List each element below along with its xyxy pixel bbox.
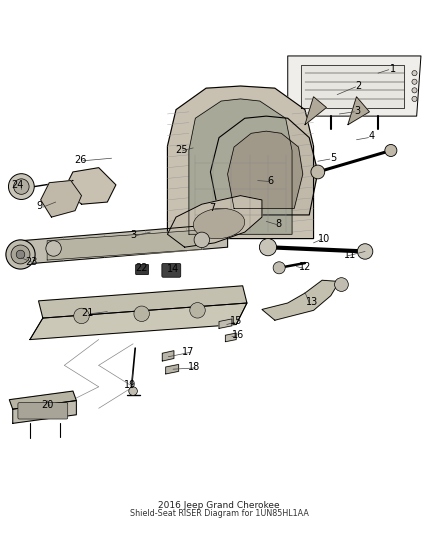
Circle shape [412, 70, 417, 76]
Polygon shape [288, 56, 421, 120]
Ellipse shape [193, 208, 245, 239]
Circle shape [16, 250, 25, 259]
Text: 14: 14 [166, 264, 179, 274]
FancyBboxPatch shape [162, 263, 181, 277]
Circle shape [8, 174, 34, 199]
Polygon shape [9, 391, 76, 409]
Circle shape [273, 262, 285, 274]
Text: 24: 24 [11, 180, 23, 190]
Text: 7: 7 [209, 204, 215, 214]
Text: Shield-Seat RISER Diagram for 1UN85HL1AA: Shield-Seat RISER Diagram for 1UN85HL1AA [130, 509, 308, 518]
Text: 26: 26 [74, 155, 86, 165]
Circle shape [385, 144, 397, 157]
Polygon shape [39, 286, 247, 318]
Text: 23: 23 [25, 257, 38, 267]
Polygon shape [167, 86, 314, 239]
Text: 25: 25 [175, 144, 187, 155]
Polygon shape [348, 97, 369, 125]
Text: 18: 18 [188, 362, 200, 372]
Circle shape [6, 240, 35, 269]
Text: 22: 22 [135, 263, 148, 273]
Text: 3: 3 [355, 106, 361, 116]
Text: 2: 2 [356, 81, 362, 91]
Polygon shape [41, 181, 81, 217]
FancyBboxPatch shape [136, 264, 148, 274]
Text: 4: 4 [369, 131, 375, 141]
Text: 19: 19 [124, 379, 136, 390]
Circle shape [129, 387, 138, 395]
Polygon shape [228, 131, 303, 208]
Text: 10: 10 [318, 233, 330, 244]
Text: 6: 6 [268, 175, 274, 185]
FancyBboxPatch shape [18, 403, 68, 419]
Polygon shape [166, 365, 179, 374]
Polygon shape [300, 64, 404, 108]
Text: 21: 21 [81, 308, 94, 318]
Circle shape [194, 232, 209, 248]
Polygon shape [13, 401, 76, 423]
Text: 9: 9 [36, 201, 42, 212]
Text: 13: 13 [306, 297, 318, 306]
Text: 1: 1 [390, 64, 396, 74]
Circle shape [14, 179, 29, 195]
Polygon shape [30, 303, 247, 340]
Circle shape [11, 245, 30, 264]
Polygon shape [305, 97, 326, 125]
Circle shape [412, 88, 417, 93]
Text: 8: 8 [275, 219, 281, 229]
Text: 12: 12 [299, 262, 311, 272]
Circle shape [190, 303, 205, 318]
Circle shape [311, 165, 325, 179]
Text: 17: 17 [182, 346, 194, 357]
Text: 20: 20 [41, 400, 53, 410]
Polygon shape [262, 280, 339, 320]
Circle shape [259, 239, 276, 256]
Polygon shape [189, 99, 292, 235]
Text: 2016 Jeep Grand Cherokee: 2016 Jeep Grand Cherokee [158, 500, 280, 510]
Polygon shape [47, 230, 202, 260]
Polygon shape [64, 168, 116, 204]
Polygon shape [226, 333, 236, 342]
Circle shape [357, 244, 373, 259]
Polygon shape [210, 116, 318, 215]
Circle shape [134, 306, 149, 321]
Circle shape [46, 241, 61, 256]
Text: 5: 5 [330, 153, 336, 163]
Polygon shape [21, 223, 228, 264]
Circle shape [335, 278, 348, 292]
Polygon shape [162, 351, 174, 361]
Text: 11: 11 [344, 250, 357, 260]
Circle shape [412, 79, 417, 84]
Circle shape [412, 96, 417, 101]
Text: 15: 15 [230, 317, 242, 327]
Text: 3: 3 [130, 230, 136, 240]
Circle shape [74, 308, 89, 324]
Text: 16: 16 [232, 330, 244, 340]
Polygon shape [219, 319, 232, 328]
Polygon shape [167, 196, 262, 247]
